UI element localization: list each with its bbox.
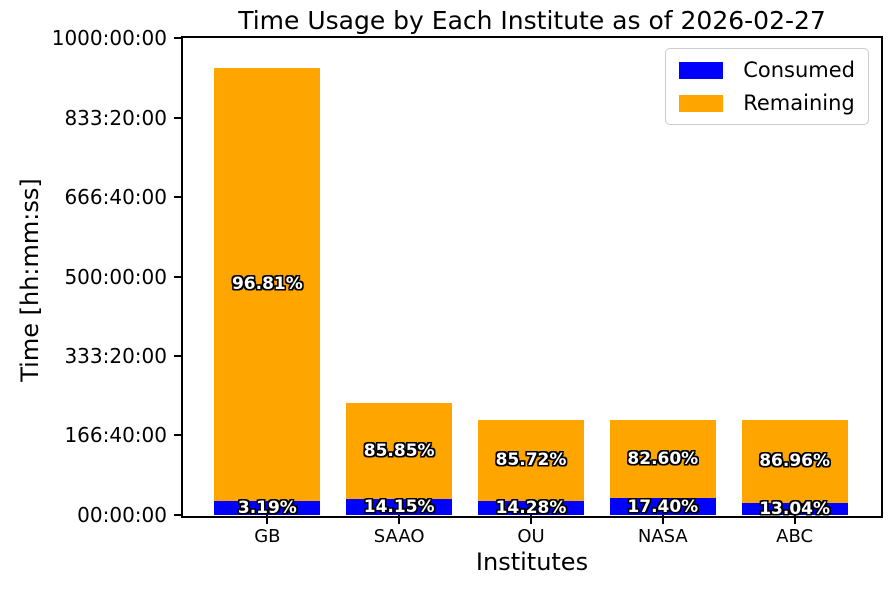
y-tick-mark bbox=[174, 355, 183, 357]
bar-segment-remaining-OU bbox=[478, 419, 584, 502]
y-tick-label: 666:40:00 bbox=[64, 184, 167, 209]
bar-label-consumed-ABC: 13.04% bbox=[759, 498, 831, 519]
legend: Consumed Remaining bbox=[665, 48, 869, 125]
bar-segment-remaining-GB bbox=[214, 68, 321, 501]
x-tick-label: ABC bbox=[776, 526, 814, 547]
legend-swatch-consumed bbox=[679, 61, 724, 79]
x-tick-mark bbox=[398, 515, 401, 524]
bar-segment-remaining-ABC bbox=[741, 419, 848, 503]
y-tick-label: 00:00:00 bbox=[77, 503, 167, 527]
y-tick-mark bbox=[174, 514, 183, 516]
y-tick-mark bbox=[174, 275, 183, 278]
x-tick-mark bbox=[661, 515, 664, 524]
bar-label-remaining-GB: 96.81% bbox=[231, 274, 303, 295]
bar-label-remaining-ABC: 86.96% bbox=[759, 451, 831, 472]
y-tick-mark bbox=[174, 195, 183, 198]
bar-label-remaining-NASA: 82.60% bbox=[627, 449, 699, 469]
legend-label-consumed: Consumed bbox=[743, 58, 855, 82]
legend-item-remaining: Remaining bbox=[679, 91, 855, 115]
x-axis-label: Institutes bbox=[475, 548, 589, 576]
y-tick-label: 1000:00:00 bbox=[51, 26, 167, 50]
bar-segment-remaining-NASA bbox=[609, 419, 716, 499]
legend-label-remaining: Remaining bbox=[743, 91, 855, 115]
legend-item-consumed: Consumed bbox=[679, 58, 855, 82]
bar-segment-consumed-GB bbox=[214, 500, 321, 515]
bar-label-consumed-SAAO: 14.15% bbox=[363, 497, 435, 518]
y-tick-label: 500:00:00 bbox=[64, 264, 167, 289]
bar-segment-consumed-SAAO bbox=[346, 499, 453, 515]
x-tick-label: NASA bbox=[637, 526, 688, 547]
bar-label-consumed-OU: 14.28% bbox=[495, 498, 567, 519]
x-tick-mark bbox=[793, 515, 796, 524]
bar-segment-remaining-SAAO bbox=[346, 402, 453, 500]
x-tick-mark bbox=[530, 515, 532, 524]
bar-segment-consumed-ABC bbox=[741, 502, 848, 515]
x-tick-label: SAAO bbox=[373, 526, 425, 547]
bar-label-consumed-NASA: 17.40% bbox=[627, 496, 699, 517]
bar-segment-consumed-OU bbox=[478, 501, 584, 515]
y-tick-label: 833:20:00 bbox=[64, 105, 167, 130]
x-tick-label: OU bbox=[517, 526, 545, 547]
y-tick-label: 333:20:00 bbox=[64, 344, 167, 368]
bar-label-remaining-OU: 85.72% bbox=[495, 450, 567, 471]
legend-swatch-remaining bbox=[679, 94, 724, 112]
y-tick-label: 166:40:00 bbox=[64, 423, 167, 448]
y-tick-mark bbox=[174, 37, 183, 39]
bar-label-remaining-SAAO: 85.85% bbox=[363, 441, 435, 461]
x-tick-label: GB bbox=[254, 526, 281, 547]
y-tick-mark bbox=[174, 116, 183, 119]
bar-label-consumed-GB: 3.19% bbox=[237, 497, 297, 518]
chart-title: Time Usage by Each Institute as of 2026-… bbox=[238, 6, 826, 35]
x-tick-mark bbox=[266, 515, 269, 524]
y-tick-mark bbox=[174, 434, 183, 437]
bar-segment-consumed-NASA bbox=[609, 498, 716, 515]
